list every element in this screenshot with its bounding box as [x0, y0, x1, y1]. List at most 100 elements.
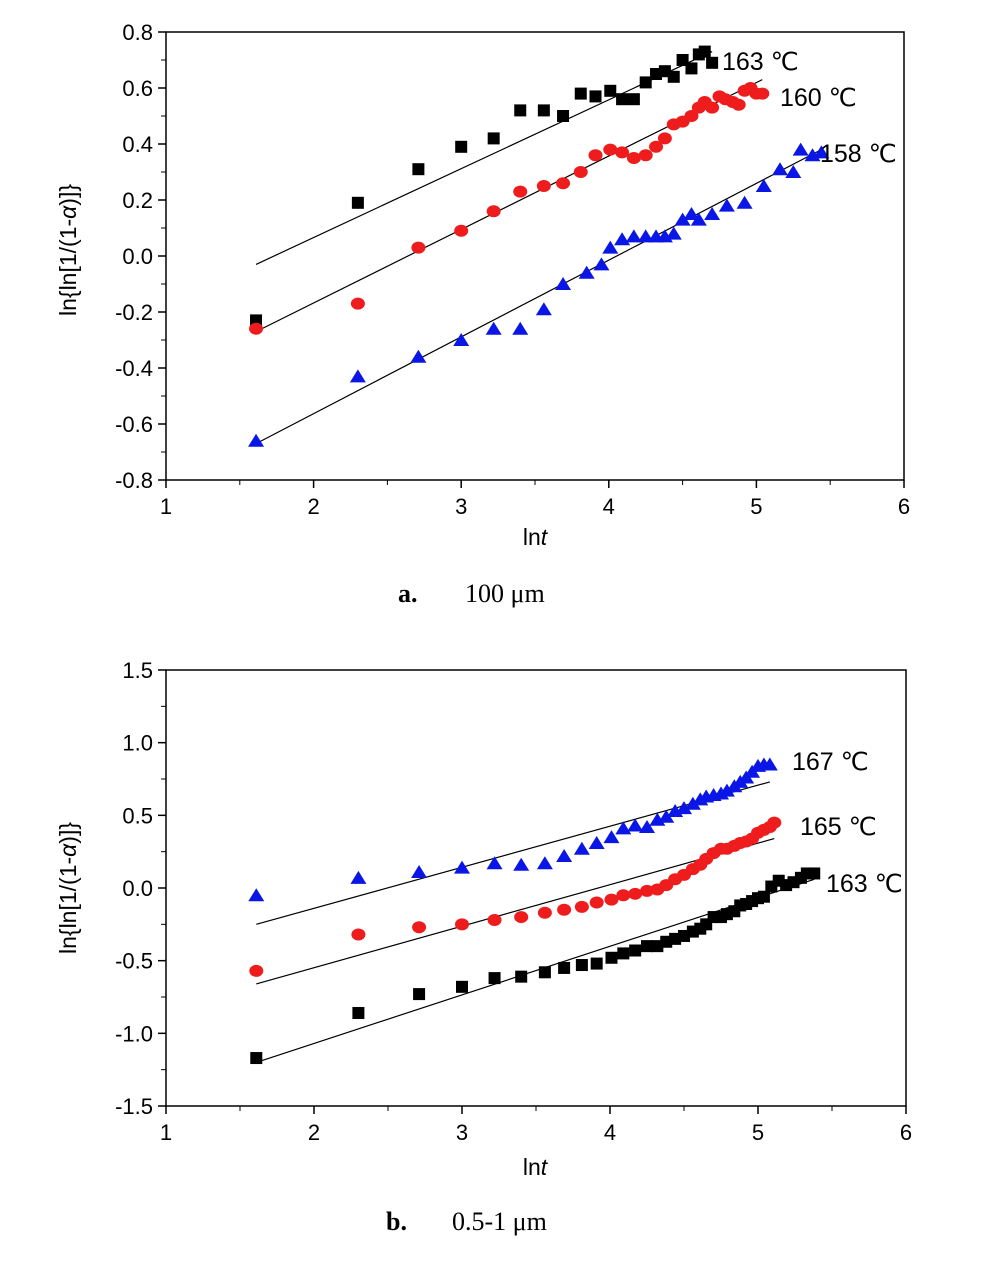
- data-point: [411, 241, 426, 254]
- data-point: [536, 856, 553, 870]
- caption-letter: b.: [386, 1207, 407, 1236]
- x-axis-title: lnt: [523, 524, 549, 550]
- x-tick-label: 3: [456, 1120, 468, 1145]
- data-point: [250, 1052, 263, 1065]
- y-tick-label: -0.5: [115, 949, 153, 974]
- data-point: [514, 911, 529, 924]
- points-layer: [248, 45, 830, 447]
- data-point: [351, 928, 366, 941]
- data-point: [453, 333, 470, 346]
- data-point: [638, 149, 653, 162]
- y-tick-label: 0.2: [122, 188, 153, 213]
- y-tick-label: -0.6: [115, 412, 153, 437]
- data-point: [455, 918, 469, 931]
- data-point: [514, 104, 527, 117]
- data-point: [557, 903, 572, 916]
- data-point: [628, 887, 643, 900]
- data-point: [761, 757, 778, 771]
- data-point: [588, 835, 605, 849]
- data-point: [513, 185, 528, 198]
- data-point: [454, 224, 469, 237]
- data-point: [487, 913, 502, 926]
- series-points: [250, 867, 821, 1065]
- data-point: [351, 196, 364, 209]
- data-point: [667, 70, 680, 83]
- data-point: [535, 302, 552, 316]
- data-point: [352, 1006, 365, 1019]
- x-tick-label: 4: [604, 1120, 616, 1145]
- data-point: [627, 818, 644, 832]
- data-point: [410, 349, 427, 363]
- y-axis-title: ln{ln[1/(1-α)]}: [55, 184, 81, 316]
- data-point: [604, 893, 619, 906]
- data-point: [792, 142, 809, 156]
- data-point: [718, 198, 735, 212]
- data-point: [684, 796, 701, 810]
- ticks-layer: 1 2 3 4 5 6 -0.8 -0.6 -0.4 -0.2 0.0 0.2 0.4 0.6 0.8: [115, 20, 910, 519]
- data-point: [617, 947, 630, 960]
- chart-b: 1 2 3 4 5 6 -1.5 -1.0 -0.5 0.0 0.5 1.0 1.5 ln{ln[1/(…: [55, 658, 912, 1236]
- data-point: [538, 966, 551, 979]
- data-point: [639, 819, 655, 833]
- series-labels-layer: 167 ℃ 165 ℃ 163 ℃: [792, 748, 903, 898]
- series-label: 160 ℃: [780, 84, 857, 112]
- data-point: [755, 179, 772, 192]
- data-point: [685, 62, 698, 75]
- y-axis-title: ln{ln[1/(1-α)]}: [55, 822, 81, 954]
- data-point: [640, 884, 654, 897]
- data-point: [455, 140, 468, 153]
- y-tick-label: 0.0: [122, 244, 153, 269]
- data-point: [513, 857, 530, 871]
- x-tick-label: 5: [750, 494, 762, 519]
- data-point: [487, 132, 500, 145]
- x-tick-label: 3: [455, 494, 467, 519]
- data-point: [574, 900, 589, 913]
- x-tick-label: 4: [603, 494, 615, 519]
- data-point: [602, 240, 619, 254]
- caption: a. 100 μm: [398, 579, 545, 608]
- series-points: [249, 816, 782, 977]
- data-point: [767, 816, 782, 829]
- data-point: [639, 76, 652, 89]
- data-point: [350, 297, 365, 310]
- data-point: [249, 964, 264, 977]
- data-point: [590, 957, 603, 970]
- data-point: [629, 944, 642, 957]
- x-tick-label: 1: [160, 494, 172, 519]
- points-layer: [248, 757, 821, 1065]
- data-point: [603, 830, 620, 844]
- caption-text: 0.5-1 μm: [452, 1207, 547, 1236]
- y-tick-label: 0.5: [122, 803, 153, 828]
- data-point: [588, 149, 603, 162]
- data-point: [557, 110, 570, 122]
- y-tick-label: -0.2: [115, 300, 153, 325]
- data-point: [512, 321, 529, 335]
- data-point: [757, 890, 770, 903]
- x-tick-label: 6: [898, 494, 910, 519]
- series-label: 165 ℃: [800, 813, 877, 841]
- fit-line: [255, 149, 822, 445]
- data-point: [574, 87, 587, 100]
- data-point: [456, 980, 468, 993]
- data-point: [575, 959, 588, 972]
- data-point: [537, 906, 552, 919]
- data-point: [485, 321, 502, 335]
- data-point: [349, 369, 366, 383]
- x-tick-label: 5: [752, 1120, 764, 1145]
- data-point: [573, 166, 588, 178]
- data-point: [657, 132, 672, 145]
- data-point: [705, 101, 720, 114]
- data-point: [641, 940, 653, 953]
- fit-line: [256, 838, 775, 985]
- data-point: [736, 195, 753, 209]
- data-point: [248, 888, 265, 902]
- fit-lines-layer: [256, 781, 815, 1063]
- data-point: [558, 961, 571, 974]
- data-point: [614, 232, 631, 246]
- data-point: [731, 98, 746, 111]
- series-points: [249, 82, 770, 335]
- data-point: [698, 45, 711, 58]
- data-point: [593, 257, 610, 271]
- data-point: [616, 93, 629, 106]
- data-point: [718, 783, 735, 797]
